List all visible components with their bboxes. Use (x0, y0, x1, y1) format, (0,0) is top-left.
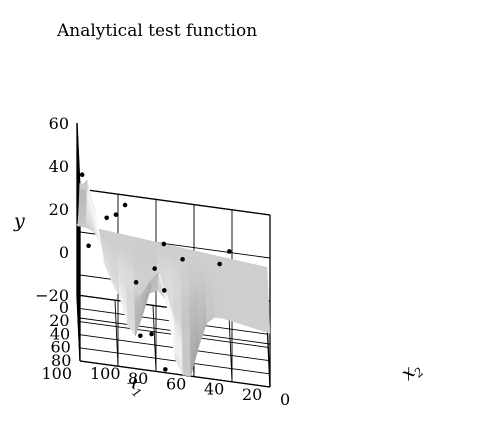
x2-tick-label: 20 (242, 385, 262, 404)
z-tick-label: 20 (49, 200, 69, 219)
floor-grid-line (152, 305, 157, 372)
z-axis-label: y (13, 210, 25, 232)
surface-patch (133, 260, 142, 267)
sample-point (133, 280, 139, 285)
sample-point (122, 202, 128, 208)
surface-patch (261, 327, 271, 334)
x2-tick-label: 40 (204, 380, 224, 399)
axes-box (76, 122, 271, 388)
surface-patch (188, 264, 197, 269)
sample-point (79, 172, 85, 178)
z-tick-label: 40 (49, 157, 69, 176)
sample-point (161, 241, 167, 247)
x2-tick-label: 0 (280, 390, 290, 409)
x1-tick-label: 40 (50, 324, 70, 343)
sample-point (149, 331, 154, 337)
x2-axis-label: x 2 (397, 361, 427, 385)
floor-grid-line (114, 300, 119, 367)
sample-point (86, 243, 91, 249)
sample-point (162, 288, 167, 293)
surface-patch (180, 271, 190, 278)
sample-point (180, 257, 185, 262)
surface-patch (180, 276, 190, 284)
surface-patch (141, 271, 150, 282)
x2-tick-label: 60 (166, 374, 186, 393)
sample-point (152, 266, 157, 271)
x2-tick-label: 100 (90, 364, 121, 383)
floor-grid-line (228, 315, 233, 382)
surface-patch (196, 267, 205, 272)
axis-labels: Analytical test function y x 1 x 2 (13, 21, 426, 401)
surface-mesh (76, 178, 271, 377)
sample-points (79, 172, 232, 372)
surface-patch (188, 260, 197, 266)
x2-tick-label: 80 (128, 369, 148, 388)
box-edge (79, 360, 271, 388)
sample-point (138, 333, 143, 339)
surface-patch (133, 265, 142, 274)
surface-patch (148, 256, 158, 261)
sample-point (227, 249, 232, 254)
chart-title: Analytical test function (56, 21, 257, 41)
surface-patch (149, 259, 158, 266)
box-edge (79, 188, 271, 216)
x1-tick-label: 100 (41, 364, 72, 383)
z-tick-label: 60 (49, 114, 69, 133)
box-edge (76, 122, 81, 190)
surface-patch (204, 279, 214, 284)
surface-patch (132, 252, 142, 258)
floor-grid-line (79, 347, 270, 375)
sample-point (217, 261, 222, 267)
z-tick-label: −20 (35, 286, 69, 305)
surface-patch (141, 264, 150, 274)
sample-point (104, 215, 109, 221)
sample-point (163, 367, 168, 372)
x1-tick-label: 60 (50, 338, 70, 357)
x1-tick-label: 0 (59, 298, 69, 317)
z-tick-label: 0 (59, 243, 69, 262)
x1-tick-label: 80 (51, 351, 71, 370)
surface-patch (133, 272, 142, 282)
surface-patch (140, 250, 150, 255)
x1-tick-label: 20 (49, 311, 69, 330)
surface-patch (133, 256, 142, 262)
sample-point (113, 212, 119, 217)
